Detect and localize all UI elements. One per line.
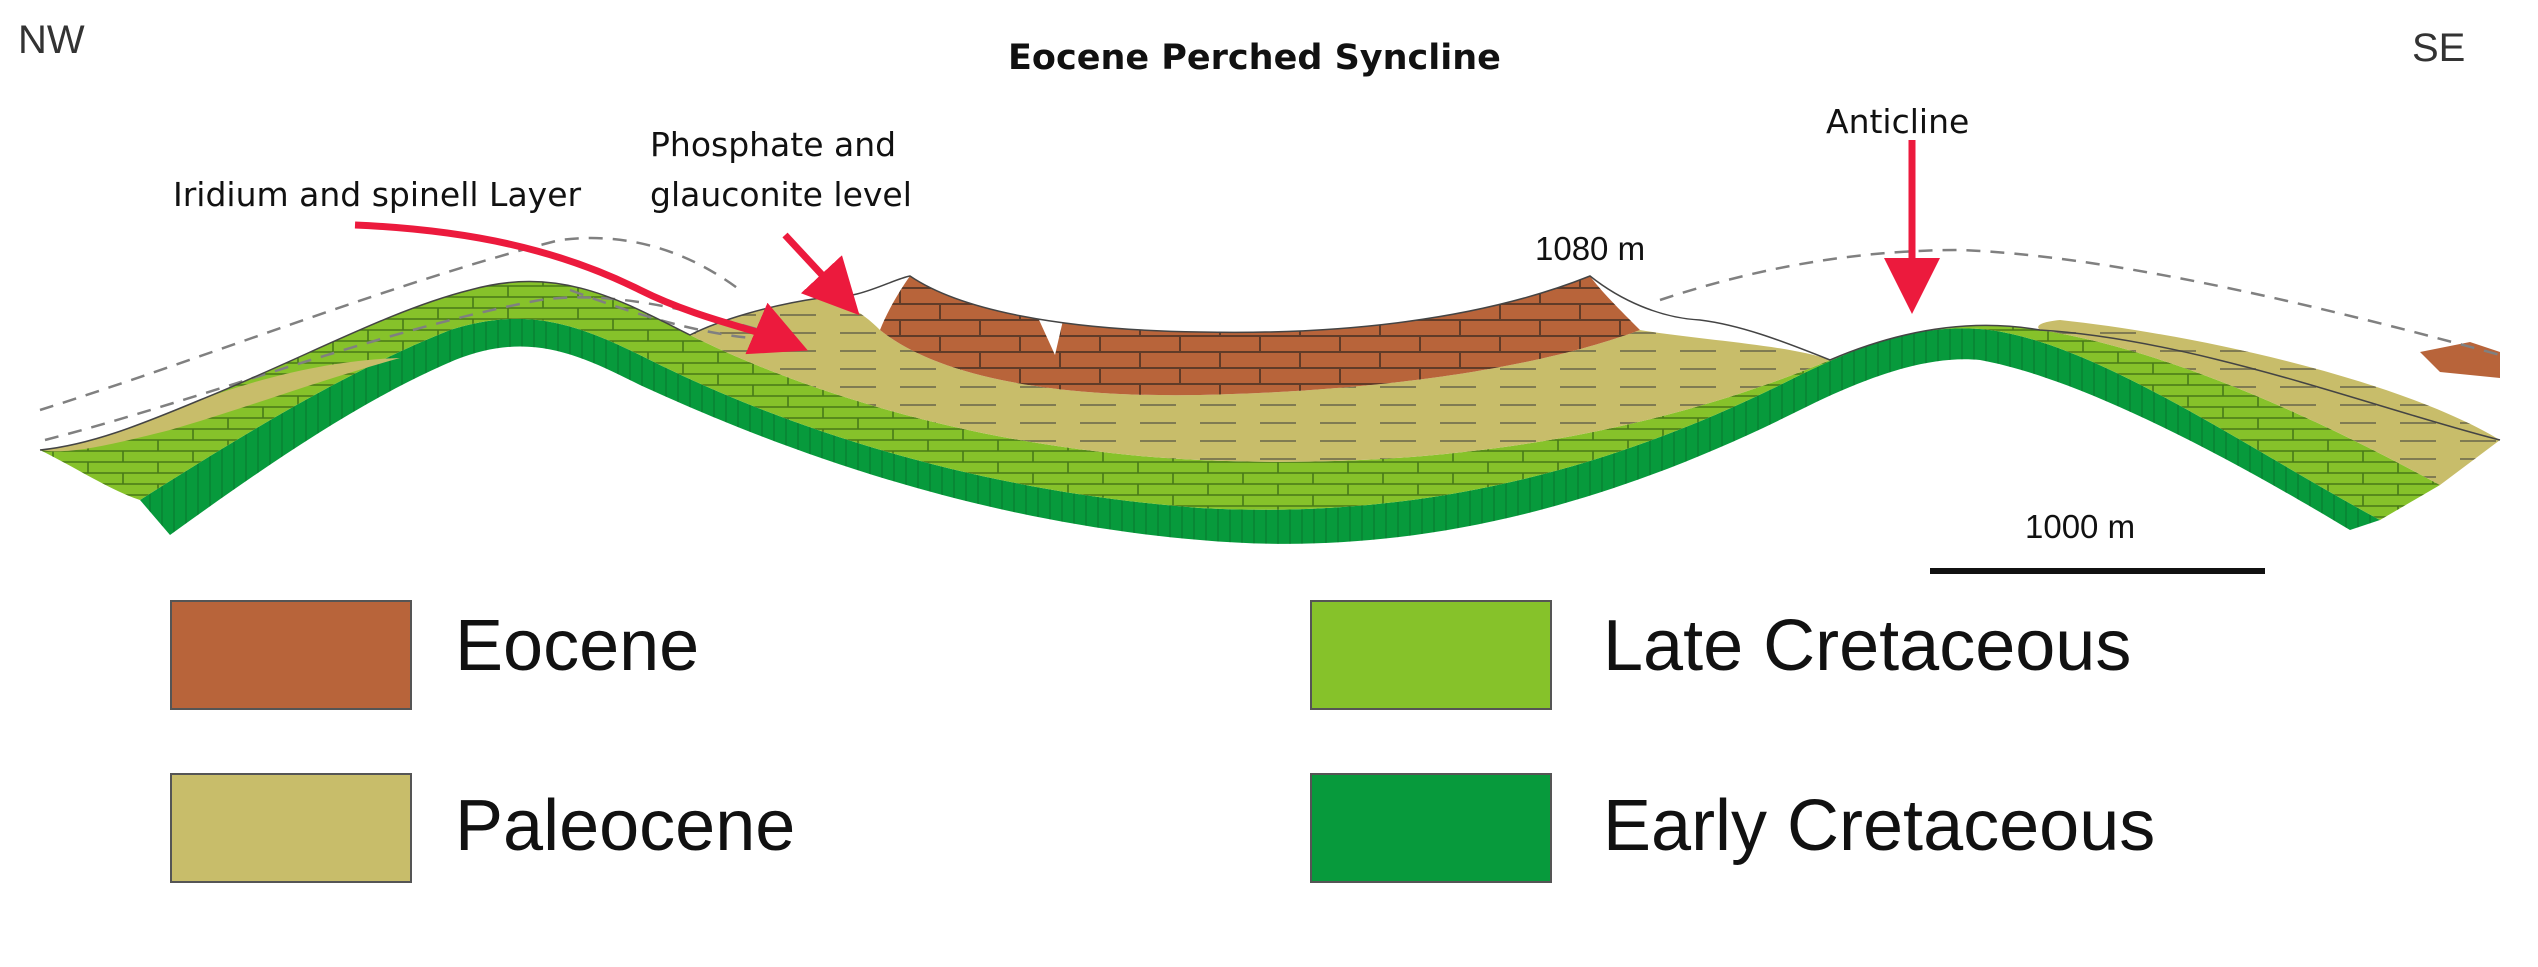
iridium-arrow (354, 221, 808, 355)
scale-bar-label: 1000 m (2025, 508, 2136, 545)
layer-eocene (880, 276, 2500, 396)
nw-direction-label: NW (18, 18, 85, 62)
phosphate-label-line2: glauconite level (650, 175, 912, 214)
legend-label-paleocene: Paleocene (455, 786, 796, 866)
legend-swatch-early-cretaceous (1310, 773, 1552, 883)
phosphate-label-line1: Phosphate and (650, 125, 897, 164)
legend-label-early-cretaceous: Early Cretaceous (1603, 786, 2156, 866)
iridium-layer-label: Iridium and spinell Layer (173, 175, 582, 214)
legend-swatch-eocene (170, 600, 412, 710)
layer-early-cretaceous (140, 318, 2380, 544)
surface-outline (39, 275, 2501, 451)
annotation-arrows (354, 140, 1940, 355)
scale-bar-line (1930, 568, 2265, 574)
se-direction-label: SE (2412, 26, 2466, 70)
diagram-title: Eocene Perched Syncline (1008, 38, 1501, 78)
layer-late-cretaceous (40, 281, 2440, 520)
legend-swatch-late-cretaceous (1310, 600, 1552, 710)
legend-label-late-cretaceous: Late Cretaceous (1603, 606, 2132, 686)
phosphate-arrow (782, 232, 860, 316)
legend-swatch-paleocene (170, 773, 412, 883)
anticline-label: Anticline (1826, 102, 1970, 141)
legend-label-eocene: Eocene (455, 606, 700, 686)
elevation-label: 1080 m (1535, 230, 1646, 267)
